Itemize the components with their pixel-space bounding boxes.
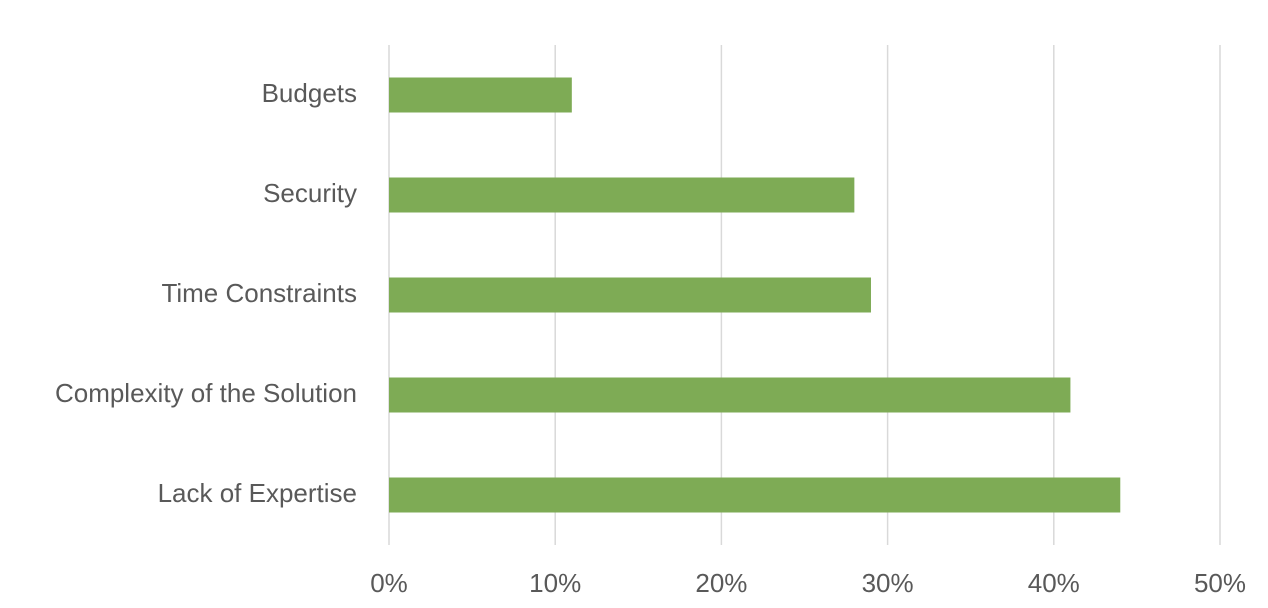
y-tick-label: Lack of Expertise — [158, 478, 357, 508]
x-tick-label: 30% — [862, 568, 914, 598]
bar — [389, 177, 855, 213]
x-tick-label: 10% — [529, 568, 581, 598]
y-tick-label: Security — [263, 178, 357, 208]
bar — [389, 77, 572, 113]
x-tick-label: 0% — [370, 568, 408, 598]
y-tick-label: Complexity of the Solution — [55, 378, 357, 408]
bar — [389, 477, 1121, 513]
y-tick-label: Time Constraints — [161, 278, 357, 308]
x-tick-label: 40% — [1028, 568, 1080, 598]
x-tick-label: 20% — [695, 568, 747, 598]
bar — [389, 277, 871, 313]
x-tick-label: 50% — [1194, 568, 1246, 598]
bar — [389, 377, 1071, 413]
y-tick-label: Budgets — [262, 78, 357, 108]
